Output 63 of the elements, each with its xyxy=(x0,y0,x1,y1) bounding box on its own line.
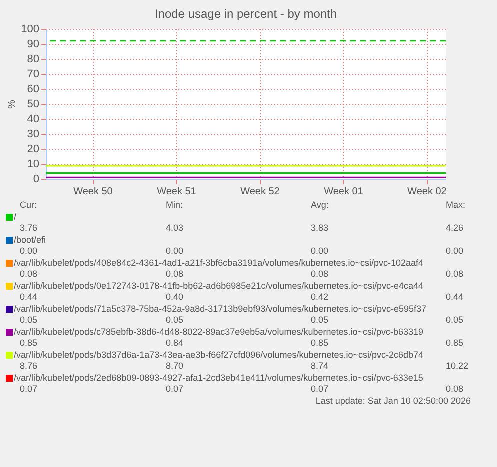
text: 0.08 xyxy=(166,269,184,280)
y-tick-label: 40 xyxy=(27,114,40,126)
legend-label: /boot/efi xyxy=(13,234,48,246)
y-tick-label: 30 xyxy=(27,128,40,140)
text: 4.03 xyxy=(166,223,184,234)
y-tick-label: 100 xyxy=(21,24,40,36)
text: 0.07 xyxy=(20,384,38,396)
y-tick-label: 20 xyxy=(27,144,40,156)
text: Avg: xyxy=(311,200,329,212)
text: 3.76 xyxy=(20,223,38,234)
legend-label: / xyxy=(13,212,18,223)
text: 0.05 xyxy=(20,315,38,326)
chart-title: Inode usage in percent - by month xyxy=(154,7,338,21)
text: 0.00 xyxy=(20,246,38,258)
legend-label: /var/lib/kubelet/pods/c785ebfb-38d6-4d48-8022-89ac37e9eb5a/volumes/kubernetes.io~csi/pvc-b63319 xyxy=(13,326,425,338)
legend-label: /var/lib/kubelet/pods/408e84c2-4361-4ad1-a21f-3bf6cba3191a/volumes/kubernetes.io~csi/pvc-102aaf4 xyxy=(13,258,425,269)
text: 0.84 xyxy=(166,338,184,350)
legend-label: /var/lib/kubelet/pods/0e172743-0178-41fb-bb62-ad6b6985e21c/volumes/kubernetes.io~csi/pvc-e4ca44 xyxy=(13,280,425,292)
text: 0.42 xyxy=(311,292,329,304)
legend-label: /var/lib/kubelet/pods/2ed68b09-0893-4927-afa1-2cd3eb41e411/volumes/kubernetes.io~csi/pvc-633e15 xyxy=(13,372,424,384)
text: 0.40 xyxy=(166,292,184,304)
y-tick-label: 70 xyxy=(27,68,40,80)
text: 0.05 xyxy=(311,315,329,326)
x-tick-label: Week 50 xyxy=(74,186,114,198)
legend-label: /var/lib/kubelet/pods/71a5c378-75ba-452a-9a8d-31713b9ebf93/volumes/kubernetes.io~csi/pvc-e595f37 xyxy=(13,304,428,315)
y-tick-label: 60 xyxy=(27,84,40,96)
text: 0.05 xyxy=(166,315,184,326)
y-tick-label: 80 xyxy=(27,54,40,66)
text: Last update: Sat Jan 10 02:50:00 2026 xyxy=(314,396,472,407)
text: 8.76 xyxy=(20,361,38,372)
x-tick-label: Week 02 xyxy=(408,186,448,198)
text: 0.08 xyxy=(446,384,464,396)
text: 0.85 xyxy=(20,338,38,350)
y-axis-title: % xyxy=(7,100,18,109)
text: 4.26 xyxy=(446,223,464,234)
text: 0.05 xyxy=(446,315,464,326)
text: 0.08 xyxy=(20,269,38,280)
x-tick-label: Week 52 xyxy=(240,186,280,198)
text: 0.85 xyxy=(311,338,329,350)
x-tick-label: Week 51 xyxy=(157,186,197,198)
y-tick-label: 50 xyxy=(27,98,40,110)
text: 0.00 xyxy=(446,246,464,258)
legend-label: /var/lib/kubelet/pods/b3d37d6a-1a73-43ea-ae3b-f66f27cfd096/volumes/kubernetes.io~csi/pvc-2c6db74 xyxy=(13,350,425,361)
text: 0.08 xyxy=(311,269,329,280)
text: 8.74 xyxy=(311,361,329,372)
text: 0.07 xyxy=(311,384,329,396)
text: Max: xyxy=(446,200,466,212)
y-tick-label: 10 xyxy=(27,158,40,170)
y-tick-label: 90 xyxy=(27,38,40,50)
text: 0.44 xyxy=(20,292,38,304)
text: 0.44 xyxy=(446,292,464,304)
text: 0.85 xyxy=(446,338,464,350)
text: 10.22 xyxy=(446,361,469,372)
text: 0.08 xyxy=(446,269,464,280)
y-tick-label: 0 xyxy=(33,174,40,186)
text: 3.83 xyxy=(311,223,329,234)
text: Cur: xyxy=(20,200,38,212)
text: 0.07 xyxy=(166,384,184,396)
text: Min: xyxy=(166,200,184,212)
x-tick-label: Week 01 xyxy=(324,186,364,198)
text: 0.00 xyxy=(166,246,184,258)
text: 8.70 xyxy=(166,361,184,372)
text: 0.00 xyxy=(311,246,329,258)
